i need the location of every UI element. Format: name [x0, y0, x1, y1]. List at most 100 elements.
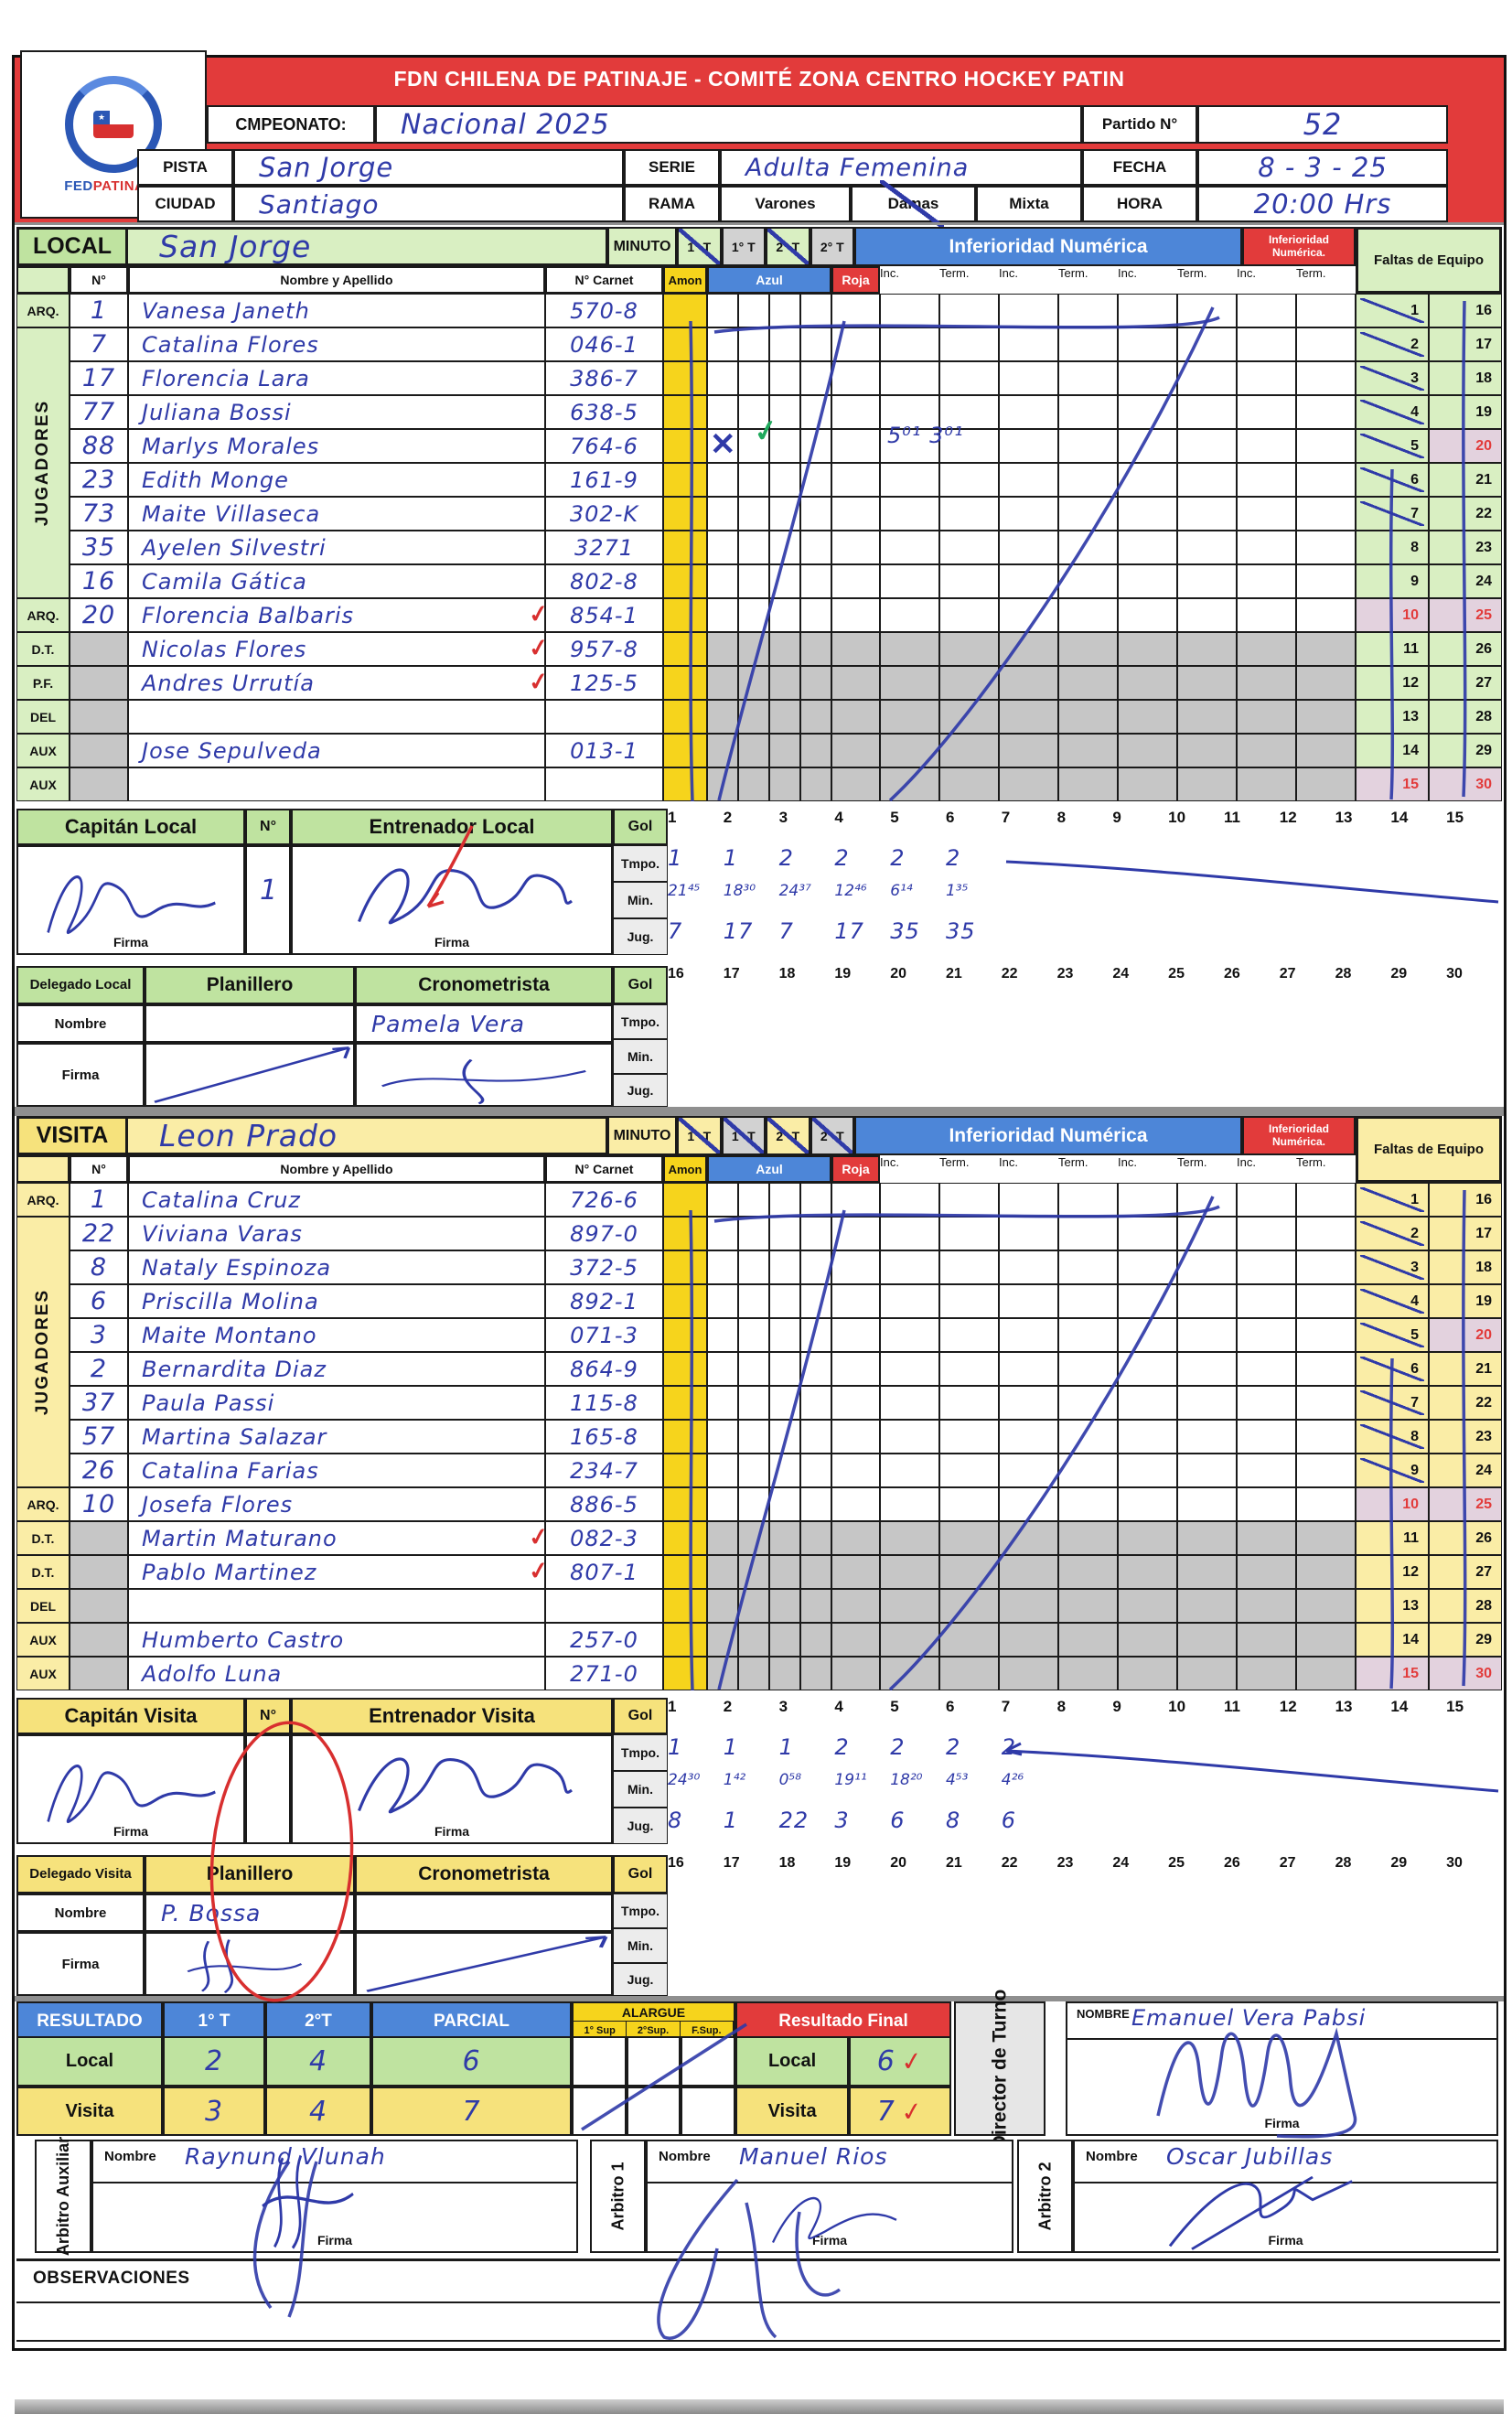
local-2t-score: 4 [265, 2036, 371, 2087]
inc-term-column-header: Term. [939, 266, 970, 280]
player-carnet: 386-7 [545, 361, 663, 395]
gol-column-number: 4 [834, 1698, 843, 1715]
roster-rows: ARQ. 1 Catalina Cruz 726-6 ✓ 22 Viviana … [16, 1183, 1356, 1690]
inc-cell [1118, 1284, 1177, 1318]
gol-column-number: 14 [1390, 1698, 1409, 1715]
rama-label: RAMA [624, 186, 720, 222]
falta-cell: 8 [1356, 1420, 1429, 1454]
final-visita-check-icon: ✓ [898, 2094, 926, 2129]
roja-cell [831, 1352, 880, 1386]
roster-row: AUX Adolfo Luna 271-0 ✓ [16, 1657, 1356, 1690]
inc-cell [1118, 294, 1177, 327]
falta-cell: 5 [1356, 429, 1429, 463]
inc-term-column-header: Inc. [1118, 1155, 1137, 1169]
arbitro-1-block: Arbitro 1 Nombre Manuel Rios Firma [590, 2140, 1013, 2253]
player-carnet: 161-9 [545, 463, 663, 497]
term-cell [1177, 294, 1237, 327]
gol-tiempo-empty [946, 1894, 1002, 1928]
roja-cell [831, 564, 880, 598]
gol-tiempo-value [1224, 1734, 1280, 1771]
term-cell [1296, 531, 1356, 564]
roster-row: 8 Nataly Espinoza 372-5 ✓ [16, 1250, 1356, 1284]
team-section-label: VISITA [16, 1116, 128, 1155]
pista-value: San Jorge [233, 149, 624, 186]
azul-cell [707, 395, 738, 429]
term-cell [939, 327, 999, 361]
gol-jugador-empty [1446, 1963, 1502, 1996]
inc-cell [880, 564, 939, 598]
roja-cell [831, 666, 880, 700]
player-number: 10 [70, 1487, 128, 1521]
falta-cell: 23 [1429, 1420, 1502, 1454]
gol-jugador-value: 17 [723, 918, 754, 944]
azul-cell [769, 1284, 800, 1318]
azul-cell [707, 632, 738, 666]
roja-cell [831, 1217, 880, 1250]
player-number [70, 1555, 128, 1589]
officials-header: Delegado Local Planillero Cronometrista … [16, 966, 1502, 1004]
azul-cell [769, 632, 800, 666]
term-cell [1296, 1284, 1356, 1318]
player-carnet: 802-8 [545, 564, 663, 598]
arbitro-1-nombre-label: Nombre [659, 2149, 711, 2164]
gol-minuto-empty [1057, 1039, 1113, 1074]
player-carnet: 071-3 [545, 1318, 663, 1352]
gol-tiempo-value [1168, 845, 1224, 882]
term-cell [1058, 1352, 1118, 1386]
gol-minuto-value: 1⁴² [723, 1771, 746, 1789]
hora-label: HORA [1082, 186, 1197, 222]
azul-cell [707, 666, 738, 700]
term-cell [939, 531, 999, 564]
term-cell [1296, 1657, 1356, 1690]
tmpo-label: Tmpo. [613, 1894, 668, 1928]
gol-column-number: 19 [834, 1855, 852, 1871]
term-cell [1296, 1454, 1356, 1487]
gol-minuto-empty [834, 1928, 890, 1963]
inc-cell [999, 1250, 1058, 1284]
term-cell [1177, 1657, 1237, 1690]
term-cell [1058, 429, 1118, 463]
azul-cell [800, 1623, 831, 1657]
azul-cell [769, 1555, 800, 1589]
azul-cell [707, 1623, 738, 1657]
gol-jugador-empty [890, 1074, 946, 1107]
gol-minuto-empty [1002, 1039, 1057, 1074]
term-cell [1296, 700, 1356, 734]
delegado-label: Delegado Local [16, 966, 145, 1004]
falta-cell: 25 [1429, 1487, 1502, 1521]
roster-row: 6 Priscilla Molina 892-1 ✓ [16, 1284, 1356, 1318]
term-cell [1296, 1487, 1356, 1521]
gol-jugador-value [1112, 918, 1168, 955]
azul-cell [769, 666, 800, 700]
gol-jugador-value [1280, 918, 1335, 955]
amonestacion-cell [663, 1521, 707, 1555]
azul-cell [800, 327, 831, 361]
resultado-1t-header: 1° T [163, 2001, 265, 2041]
azul-cell [738, 1250, 769, 1284]
officials-firma-row: Firma [16, 1932, 613, 1996]
inferioridad-numerica-header: Inferioridad Numérica [854, 227, 1242, 266]
gol-tiempo-empty [946, 1004, 1002, 1039]
gol-tiempo-value: 2 [945, 845, 961, 871]
team-name-value: Leon Prado [128, 1116, 607, 1155]
term-cell [1177, 531, 1237, 564]
gol-minuto-empty [668, 1039, 724, 1074]
inc-cell [999, 1454, 1058, 1487]
gol2-label: Gol [613, 1855, 668, 1894]
gol-column-number: 3 [778, 809, 788, 826]
azul-cell [769, 327, 800, 361]
term-cell [939, 1589, 999, 1623]
inc-cell [1237, 1386, 1296, 1420]
gol-minuto-empty [668, 1928, 724, 1963]
gol-column-number: 9 [1112, 809, 1121, 826]
azul-cell [800, 734, 831, 767]
gol-column-number: 23 [1056, 1855, 1074, 1871]
inc-cell [1118, 1657, 1177, 1690]
entrenador-firma-box: Firma [291, 845, 613, 955]
azul-cell [707, 1250, 738, 1284]
player-name: Catalina Cruz [128, 1183, 545, 1217]
player-carnet: 165-8 [545, 1420, 663, 1454]
inc-cell [1118, 1521, 1177, 1555]
gol-tiempo-value [1335, 1734, 1391, 1771]
